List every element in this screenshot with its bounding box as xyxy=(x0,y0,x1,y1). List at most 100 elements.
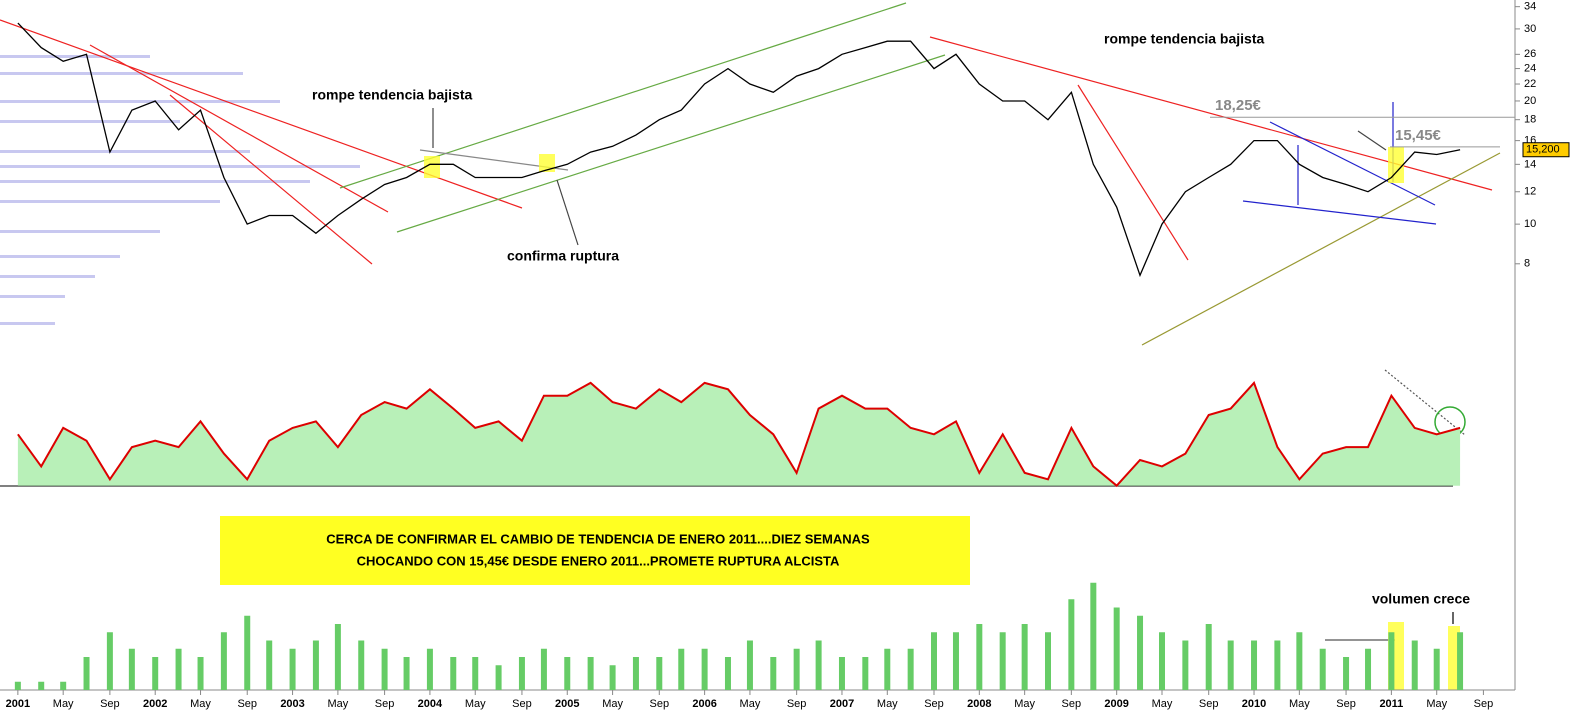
volume-bar xyxy=(60,681,67,690)
x-tick-label: 2007 xyxy=(830,698,854,710)
volume-profile xyxy=(0,55,360,325)
y-tick-label: 18 xyxy=(1524,114,1536,126)
volume-bar xyxy=(381,648,388,690)
x-tick-label: 2011 xyxy=(1379,698,1403,710)
volume-bar xyxy=(1205,624,1212,690)
x-tick-label: May xyxy=(1426,698,1447,710)
volume-bar xyxy=(1388,632,1395,690)
volume-bar xyxy=(1365,648,1372,690)
x-tick-label: Sep xyxy=(237,698,257,710)
volume-bar xyxy=(793,648,800,690)
x-tick-label: May xyxy=(327,698,348,710)
volume-bar xyxy=(746,640,753,690)
x-tick-label: 2002 xyxy=(143,698,167,710)
x-tick-label: 2006 xyxy=(692,698,716,710)
x-tick-label: Sep xyxy=(924,698,944,710)
volume-bar xyxy=(38,681,45,690)
volume-bar xyxy=(1021,624,1028,690)
volume-bar xyxy=(564,657,571,690)
x-tick-label: May xyxy=(602,698,623,710)
x-tick-label: May xyxy=(1289,698,1310,710)
volume-bar xyxy=(289,648,296,690)
x-tick-label: Sep xyxy=(1474,698,1494,710)
x-tick-label: 2004 xyxy=(418,698,443,710)
x-tick-label: May xyxy=(1152,698,1173,710)
volume-bar xyxy=(1251,640,1258,690)
volume-bar xyxy=(701,648,708,690)
price-tag xyxy=(1522,142,1570,158)
volume-bar xyxy=(220,632,227,690)
volume-bar xyxy=(518,657,525,690)
annotation: rompe tendencia bajista xyxy=(1104,31,1264,47)
volume-bar xyxy=(656,657,663,690)
volume-bar xyxy=(907,648,914,690)
volume-bar xyxy=(1182,640,1189,690)
volume-bar xyxy=(1113,607,1120,690)
volume-bar xyxy=(244,615,251,690)
volume-bar xyxy=(587,657,594,690)
x-tick-label: 2001 xyxy=(6,698,30,710)
x-tick-label: 2010 xyxy=(1242,698,1266,710)
x-tick-label: May xyxy=(740,698,761,710)
x-tick-label: Sep xyxy=(650,698,670,710)
x-tick-label: Sep xyxy=(375,698,395,710)
volume-bar xyxy=(609,665,616,690)
volume-bar xyxy=(472,657,479,690)
x-tick-label: 2009 xyxy=(1104,698,1128,710)
volume-bar xyxy=(1343,657,1350,690)
note-text: CHOCANDO CON 15,45€ DESDE ENERO 2011...P… xyxy=(357,553,840,568)
y-tick-label: 30 xyxy=(1524,23,1536,35)
y-tick-label: 22 xyxy=(1524,78,1536,90)
oscillator-line xyxy=(17,381,1461,488)
volume-bar xyxy=(1296,632,1303,690)
volume-bar xyxy=(952,632,959,690)
volume-bar xyxy=(1090,582,1097,690)
volume-bar xyxy=(930,632,937,690)
volume-bar xyxy=(1274,640,1281,690)
volume-bar xyxy=(334,624,341,690)
annotation: confirma ruptura xyxy=(507,248,619,264)
volume-bar xyxy=(426,648,433,690)
volume-bar xyxy=(1319,648,1326,690)
volume-bar xyxy=(83,657,90,690)
volume-bar xyxy=(495,665,502,690)
volume-bar xyxy=(1227,640,1234,690)
trend-lines xyxy=(0,2,1501,690)
annotation: rompe tendencia bajista xyxy=(312,87,472,103)
level-label: 15,45€ xyxy=(1395,127,1442,144)
price-tag-label: 15,200 xyxy=(1526,144,1560,156)
volume-bar xyxy=(14,681,21,690)
volume-bar xyxy=(678,648,685,690)
note-box xyxy=(220,516,970,585)
volume-bar xyxy=(770,657,777,690)
oscillator-area xyxy=(17,382,1461,486)
volume-bar xyxy=(1457,632,1464,690)
x-tick-label: Sep xyxy=(100,698,120,710)
volume-bar xyxy=(312,640,319,690)
x-tick-label: 2005 xyxy=(555,698,579,710)
volume-bar xyxy=(540,648,547,690)
volume-bar xyxy=(838,657,845,690)
note-text: CERCA DE CONFIRMAR EL CAMBIO DE TENDENCI… xyxy=(326,531,870,546)
volume-bar xyxy=(128,648,135,690)
volume-bar xyxy=(884,648,891,690)
volume-bar xyxy=(1433,648,1440,690)
volume-bar xyxy=(152,657,159,690)
x-tick-label: May xyxy=(53,698,74,710)
volume-bar xyxy=(1137,615,1144,690)
x-tick-label: Sep xyxy=(787,698,807,710)
volume-bar xyxy=(1411,640,1418,690)
volume-bar xyxy=(266,640,273,690)
y-tick-label: 20 xyxy=(1524,95,1536,107)
volume-bar xyxy=(1068,599,1075,690)
volume-bar xyxy=(1045,632,1052,690)
x-tick-label: Sep xyxy=(512,698,532,710)
volume-bar xyxy=(358,640,365,690)
x-tick-label: Sep xyxy=(1062,698,1082,710)
volume-bar xyxy=(862,657,869,690)
y-tick-label: 34 xyxy=(1524,1,1536,13)
y-tick-label: 8 xyxy=(1524,258,1530,270)
level-label: 18,25€ xyxy=(1215,97,1262,114)
annotation: volumen crece xyxy=(1372,591,1470,607)
